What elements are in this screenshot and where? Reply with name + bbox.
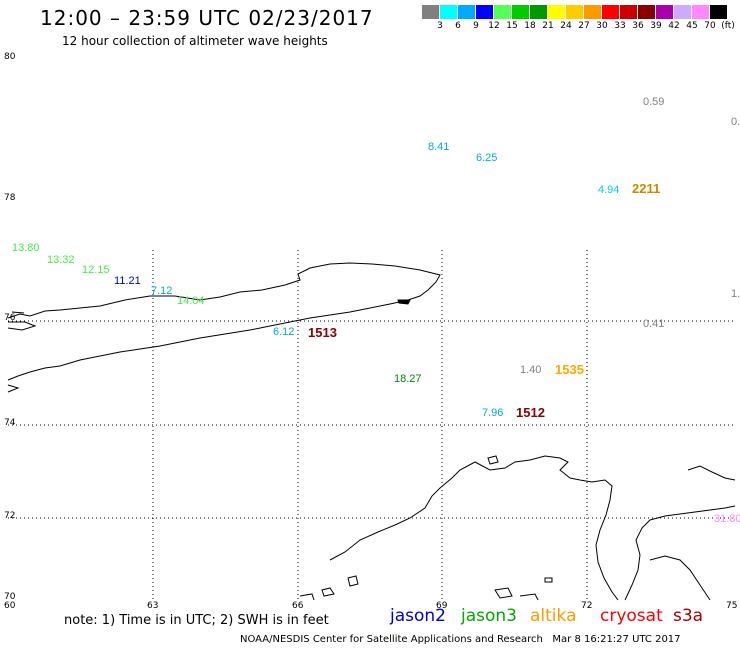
scale-swatch	[494, 5, 512, 19]
wave-height-label: 11.21	[114, 275, 141, 287]
scale-label: 70	[704, 21, 716, 31]
scale-swatch	[710, 5, 728, 19]
scale-label: 33	[614, 21, 626, 31]
scale-label: 12	[488, 21, 500, 31]
wave-height-label: 1.40	[520, 364, 542, 376]
map-title: 12:00 – 23:59 UTC 02/23/2017	[40, 6, 374, 30]
wave-height-label: 0.41	[643, 318, 665, 330]
wave-height-label: 12.15	[82, 264, 110, 276]
lat-label-72: 72	[4, 511, 16, 521]
coastline-novaya-zemlya-north	[7, 262, 441, 381]
lat-label-74: 74	[4, 418, 16, 428]
lat-lon-grid	[8, 250, 735, 600]
scale-swatch	[440, 5, 458, 19]
coastline-novaya-zemlya-tip	[7, 311, 37, 393]
scale-swatch	[422, 5, 440, 19]
scale-label: 9	[473, 21, 479, 31]
coastline-gydan	[624, 465, 736, 601]
lon-label-72: 72	[581, 601, 593, 611]
wave-height-label: 13.80	[12, 242, 40, 254]
lat-label-76: 76	[4, 313, 16, 323]
scale-swatch	[602, 5, 620, 19]
wave-height-label: 31.80	[714, 513, 740, 525]
wave-height-color-scale	[422, 5, 728, 19]
legend-cryosat: cryosat	[600, 606, 663, 626]
scale-label: 39	[650, 21, 662, 31]
scale-label: 18	[524, 21, 536, 31]
scale-swatch	[638, 5, 656, 19]
wave-height-label: 7.12	[151, 285, 173, 297]
footer-timestamp: Mar 8 16:21:27 UTC 2017	[552, 634, 681, 645]
coastline-yamal	[329, 455, 619, 601]
coastline-islands-south	[299, 455, 553, 601]
scale-label: 3	[437, 21, 443, 31]
color-scale-labels: 3 6 9 12 15 18 21 24 27 30 33 36 39 42 45 70 (ft)	[422, 21, 740, 33]
scale-label: 45	[686, 21, 698, 31]
footer-credit: NOAA/NESDIS Center for Satellite Applica…	[240, 634, 681, 645]
legend-s3a: s3a	[673, 606, 704, 626]
obs-count-label: 1535	[555, 362, 584, 377]
obs-count-label: 2211	[632, 181, 661, 196]
wave-height-label: 13.32	[47, 254, 75, 266]
scale-swatch	[548, 5, 566, 19]
wave-height-label: 6.12	[273, 326, 295, 338]
obs-count-label: 1512	[516, 405, 545, 420]
map-subtitle: 12 hour collection of altimeter wave hei…	[62, 34, 328, 48]
scale-label: 24	[560, 21, 572, 31]
scale-swatch	[674, 5, 692, 19]
scale-swatch	[566, 5, 584, 19]
scale-label: 27	[578, 21, 590, 31]
scale-swatch	[512, 5, 530, 19]
wave-height-label: 1.	[731, 288, 740, 300]
wave-height-label: 8.41	[428, 141, 450, 153]
wave-height-label: 4.94	[598, 184, 620, 196]
scale-swatch	[584, 5, 602, 19]
wave-height-label: 6.25	[476, 152, 498, 164]
legend-jason2: jason2	[390, 606, 446, 626]
scale-swatch	[530, 5, 548, 19]
lat-label-80: 80	[4, 52, 16, 62]
scale-label: 6	[455, 21, 461, 31]
lat-label-70: 70	[4, 592, 16, 602]
scale-label: 15	[506, 21, 518, 31]
legend-altika: altika	[530, 606, 577, 626]
lon-label-63: 63	[147, 601, 159, 611]
lon-label-60: 60	[4, 601, 16, 611]
scale-swatch	[692, 5, 710, 19]
scale-label: (ft)	[721, 21, 735, 31]
scale-label: 30	[596, 21, 608, 31]
wave-height-label: 0.	[731, 116, 740, 128]
scale-label: 36	[632, 21, 644, 31]
lat-label-78: 78	[4, 193, 16, 203]
wave-height-label: 7.96	[482, 407, 504, 419]
wave-height-label: 18.27	[394, 373, 422, 385]
lon-label-69: 69	[436, 601, 448, 611]
lon-label-66: 66	[292, 601, 304, 611]
scale-swatch	[476, 5, 494, 19]
scale-swatch	[458, 5, 476, 19]
scale-label: 21	[542, 21, 554, 31]
wave-height-label: 0.59	[643, 96, 665, 108]
footer-note: note: 1) Time is in UTC; 2) SWH is in fe…	[64, 613, 329, 628]
legend-jason3: jason3	[461, 606, 517, 626]
wave-height-label: 14.04	[177, 295, 205, 307]
obs-count-label: 1513	[308, 325, 337, 340]
lon-label-75: 75	[726, 601, 738, 611]
scale-label: 42	[668, 21, 680, 31]
coastline-island-blip	[397, 299, 411, 305]
scale-swatch	[656, 5, 674, 19]
scale-swatch	[620, 5, 638, 19]
